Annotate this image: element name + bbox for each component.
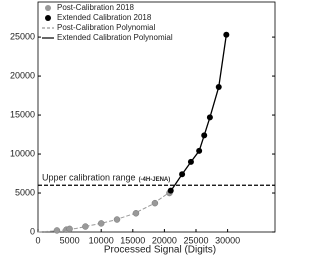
- x-tick-label: 30000: [215, 235, 240, 245]
- y-tick-label: 5000: [15, 187, 35, 197]
- reference-label: Upper calibration range: [42, 173, 136, 183]
- data-point: [167, 187, 174, 194]
- data-point: [53, 227, 61, 234]
- legend-marker: [45, 15, 51, 21]
- data-point: [187, 158, 194, 165]
- legend-label: Extended Calibration 2018: [57, 13, 152, 22]
- data-point: [151, 199, 159, 207]
- curve: [37, 191, 172, 233]
- x-tick-label: 25000: [183, 235, 208, 245]
- y-tick-label: 20000: [10, 70, 35, 80]
- legend-label: Post-Calibration 2018: [57, 3, 134, 12]
- data-point: [66, 225, 73, 233]
- legend-marker: [45, 5, 51, 11]
- data-point: [196, 147, 203, 154]
- reference-sublabel: (-4H-JENA): [139, 177, 171, 183]
- data-point: [132, 210, 140, 217]
- x-axis-label: Processed Signal (Digits): [104, 245, 216, 256]
- curve: [168, 34, 227, 194]
- x-tick-label: 10000: [89, 235, 114, 245]
- y-tick-label: 25000: [10, 31, 35, 41]
- data-point: [223, 31, 230, 38]
- data-point: [179, 171, 186, 178]
- legend-label: Post-Calibration Polynomial: [57, 23, 155, 32]
- x-tick-label: 20000: [152, 235, 177, 245]
- x-tick-label: 0: [35, 235, 40, 245]
- data-point: [97, 220, 105, 227]
- y-tick-label: 15000: [10, 109, 35, 119]
- y-tick-label: 0: [30, 226, 35, 236]
- data-point: [215, 83, 222, 90]
- data-point: [82, 223, 89, 230]
- legend-label: Extended Calibration Polynomial: [57, 33, 173, 42]
- data-point: [201, 132, 208, 139]
- plot-frame: [37, 1, 276, 233]
- chart: Processed Signal (Digits) 0 5000 10000 1500…: [10, 1, 276, 256]
- x-tick-label: 5000: [60, 235, 80, 245]
- data-point: [206, 114, 213, 121]
- data-point: [113, 216, 121, 223]
- x-tick-label: 15000: [120, 235, 145, 245]
- y-tick-label: 10000: [10, 148, 35, 158]
